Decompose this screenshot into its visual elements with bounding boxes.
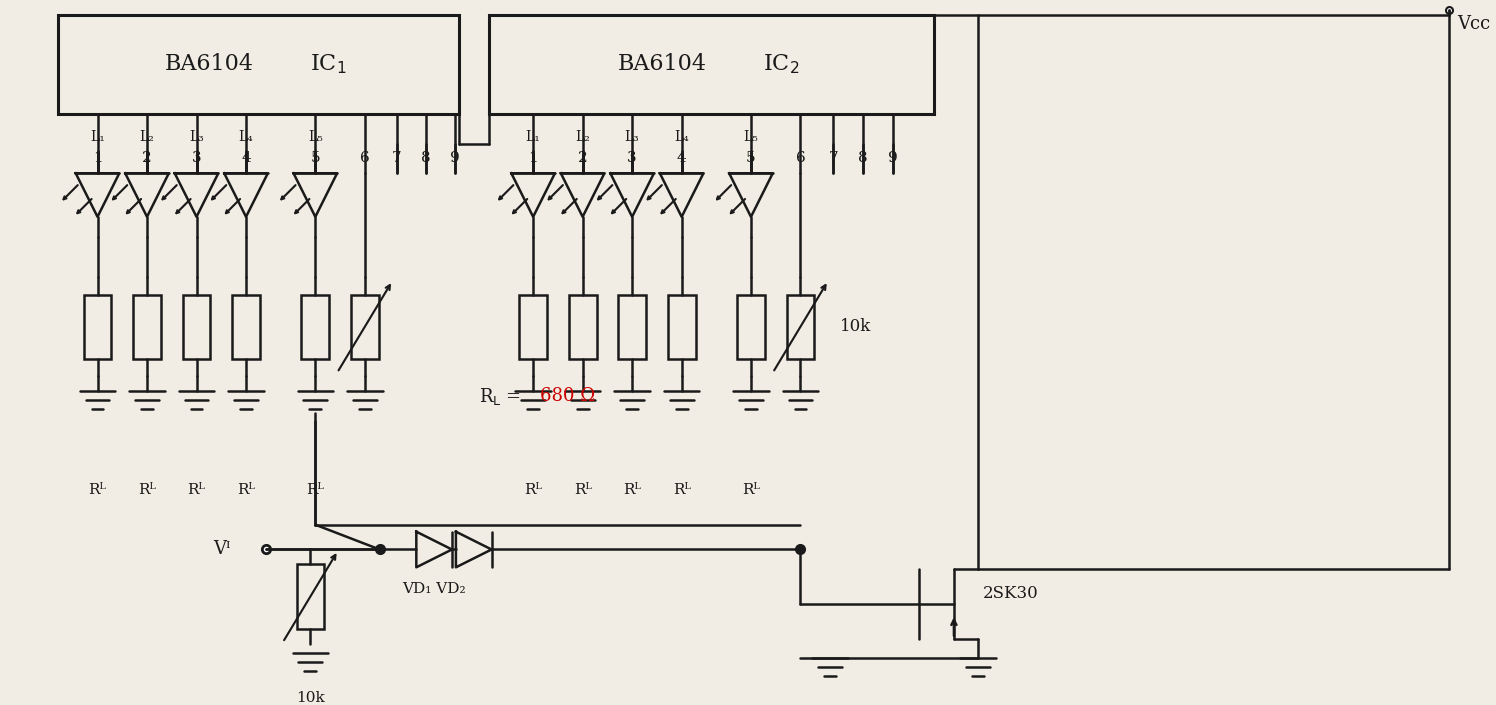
Bar <box>618 295 646 359</box>
Bar <box>738 295 764 359</box>
Bar <box>133 295 162 359</box>
Text: 1: 1 <box>93 152 102 166</box>
Text: 3: 3 <box>627 152 637 166</box>
Text: 5: 5 <box>747 152 755 166</box>
Text: IC$_2$: IC$_2$ <box>763 53 799 76</box>
Text: 6: 6 <box>796 152 805 166</box>
Text: Rᴸ: Rᴸ <box>88 483 106 497</box>
Text: 2: 2 <box>577 152 588 166</box>
Text: L₁: L₁ <box>90 130 105 144</box>
Text: 7: 7 <box>829 152 838 166</box>
Text: L₄: L₄ <box>239 130 253 144</box>
Text: 680 Ω: 680 Ω <box>540 387 595 405</box>
Bar <box>667 295 696 359</box>
Bar <box>58 15 459 114</box>
Text: Rᴸ: Rᴸ <box>524 483 542 497</box>
Text: 4: 4 <box>676 152 687 166</box>
Bar <box>183 295 211 359</box>
Text: 8: 8 <box>422 152 431 166</box>
Bar <box>84 295 111 359</box>
Bar <box>302 295 329 359</box>
Text: Vcc: Vcc <box>1457 15 1490 33</box>
Text: L₂: L₂ <box>574 130 589 144</box>
Text: L₄: L₄ <box>675 130 690 144</box>
Text: L₃: L₃ <box>188 130 203 144</box>
Text: BA6104: BA6104 <box>165 54 253 75</box>
Text: Rᴸ: Rᴸ <box>138 483 156 497</box>
Text: 9: 9 <box>887 152 898 166</box>
Text: L₅: L₅ <box>744 130 758 144</box>
Text: 2: 2 <box>142 152 153 166</box>
Text: 7: 7 <box>392 152 401 166</box>
Text: 9: 9 <box>450 152 459 166</box>
Bar <box>232 295 260 359</box>
Text: L₁: L₁ <box>525 130 540 144</box>
Text: R$_\mathrm{L}$ =: R$_\mathrm{L}$ = <box>479 386 521 407</box>
Text: Vᴵ: Vᴵ <box>214 541 232 558</box>
Bar <box>489 15 934 114</box>
Text: 10k: 10k <box>296 691 325 705</box>
Text: 2SK30: 2SK30 <box>983 585 1038 602</box>
Text: 8: 8 <box>859 152 868 166</box>
Bar <box>296 564 325 629</box>
Text: Rᴸ: Rᴸ <box>187 483 205 497</box>
Bar <box>352 295 378 359</box>
Text: 10k: 10k <box>841 318 871 335</box>
Bar <box>787 295 814 359</box>
Text: Rᴸ: Rᴸ <box>624 483 642 497</box>
Text: Rᴸ: Rᴸ <box>742 483 760 497</box>
Text: Rᴸ: Rᴸ <box>236 483 254 497</box>
Text: 6: 6 <box>361 152 370 166</box>
Text: 1: 1 <box>528 152 539 166</box>
Text: 5: 5 <box>311 152 320 166</box>
Text: L₅: L₅ <box>308 130 323 144</box>
Text: VD₁ VD₂: VD₁ VD₂ <box>402 582 465 596</box>
Text: L₃: L₃ <box>625 130 639 144</box>
Text: BA6104: BA6104 <box>618 54 706 75</box>
Bar <box>519 295 548 359</box>
Text: L₂: L₂ <box>139 130 154 144</box>
Text: Rᴸ: Rᴸ <box>307 483 325 497</box>
Bar <box>568 295 597 359</box>
Text: Rᴸ: Rᴸ <box>673 483 691 497</box>
Text: 3: 3 <box>191 152 202 166</box>
Text: IC$_1$: IC$_1$ <box>310 53 346 76</box>
Text: 4: 4 <box>241 152 251 166</box>
Text: Rᴸ: Rᴸ <box>573 483 591 497</box>
